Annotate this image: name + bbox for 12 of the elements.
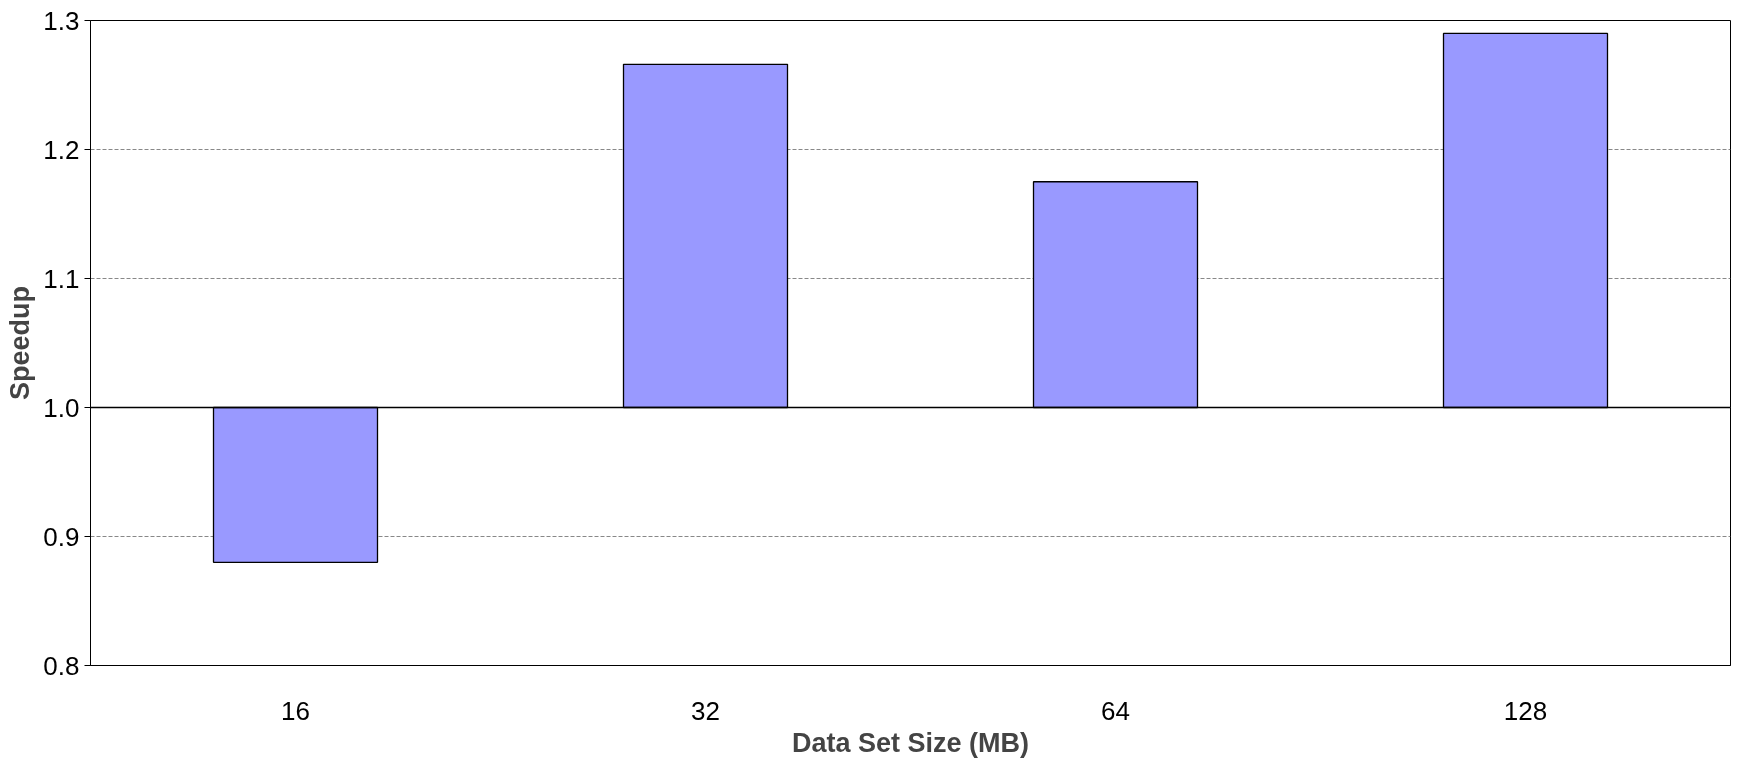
x-tick-label: 16 (281, 695, 310, 726)
x-tick-label: 128 (1503, 695, 1548, 726)
x-tick-label: 32 (691, 695, 720, 726)
y-tick-label: 1.3 (43, 5, 80, 36)
x-axis-title: Data Set Size (MB) (791, 727, 1030, 758)
y-tick-label: 0.9 (43, 521, 80, 552)
y-tick-label: 1.2 (43, 134, 80, 165)
x-tick-label: 64 (1101, 695, 1130, 726)
y-tick-label: 1.1 (43, 263, 80, 294)
y-axis-title: Speedup (5, 285, 36, 401)
y-tick-label: 1.0 (43, 392, 80, 423)
y-tick-label: 0.8 (43, 650, 80, 681)
